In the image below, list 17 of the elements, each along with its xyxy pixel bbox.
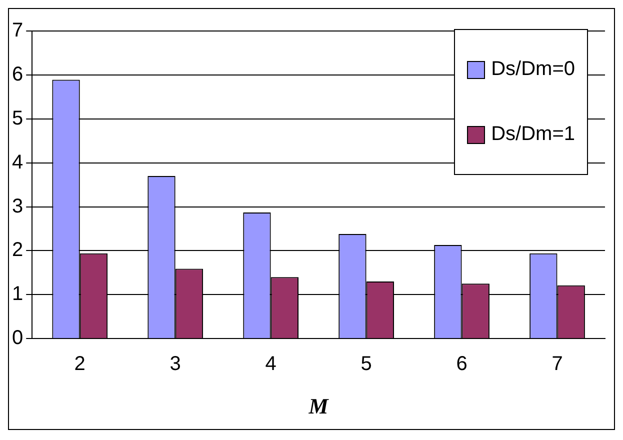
x-tick-label: 7: [552, 353, 563, 376]
y-tick-label: 6: [12, 63, 24, 86]
legend-label: Ds/Dm=1: [491, 123, 575, 146]
y-tick-label: 5: [12, 107, 24, 130]
y-tick-label: 0: [12, 327, 24, 350]
y-tick-label: 2: [12, 239, 24, 262]
x-tick-label: 6: [456, 353, 468, 376]
x-tick-label: 3: [170, 353, 181, 376]
y-tick-label: 1: [12, 283, 24, 306]
x-tick-label: 2: [74, 353, 86, 376]
legend-label: Ds/Dm=0: [491, 58, 575, 81]
y-tick-label: 7: [12, 20, 24, 42]
y-tick-label: 4: [12, 151, 24, 174]
x-tick-label: 5: [360, 353, 372, 376]
y-tick-label: 3: [12, 195, 24, 218]
x-axis-title: M: [308, 393, 330, 418]
x-tick-label: 4: [265, 353, 276, 376]
